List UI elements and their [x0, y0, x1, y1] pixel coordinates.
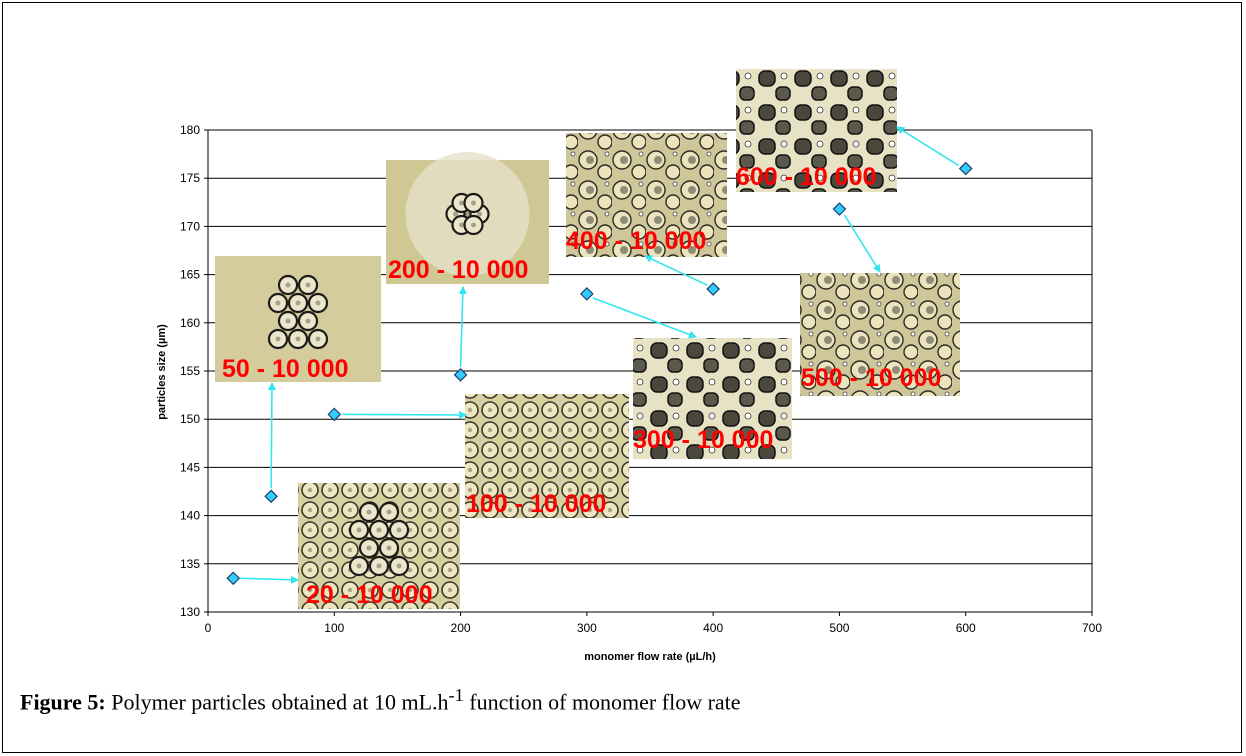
particle-core: [471, 222, 476, 228]
particle-core: [459, 200, 464, 206]
y-tick-label: 150: [180, 412, 200, 426]
scatter-chart: 130 135 140 145 150 155 160 165 170 175 180 0 100 200…: [156, 69, 1102, 663]
data-point: [453, 368, 468, 382]
particle-core: [471, 200, 476, 206]
particle-core: [356, 527, 362, 533]
image-label: 400 - 10 000: [566, 227, 706, 255]
y-tick-label: 140: [180, 509, 200, 523]
image-label: 20 - 10 000: [306, 581, 433, 609]
micrograph-inset: 50 - 10 000: [215, 256, 381, 383]
particle-core: [396, 527, 402, 533]
micrograph-inset: 300 - 10 000: [633, 338, 792, 459]
micrograph-image: [298, 483, 460, 609]
particle-core: [477, 211, 482, 217]
caption-text: Polymer particles obtained at 10 mL.h: [111, 689, 449, 715]
data-point: [327, 407, 342, 422]
y-tick-label: 160: [180, 316, 200, 330]
connector-arrow: [896, 126, 960, 167]
x-tick-label: 500: [829, 621, 849, 635]
particle-core: [315, 300, 321, 306]
particle-core: [396, 563, 402, 569]
particle-core: [376, 527, 382, 533]
particle-core: [366, 509, 372, 515]
caption-text-end: function of monomer flow rate: [463, 689, 741, 715]
connector-arrow: [592, 297, 697, 339]
image-label: 50 - 10 000: [222, 355, 349, 383]
particle-core: [285, 318, 291, 324]
connector-arrow: [240, 575, 299, 584]
connector-arrow: [267, 382, 276, 489]
x-tick-label: 400: [703, 621, 723, 635]
particle-core: [285, 282, 291, 288]
data-point: [958, 161, 973, 176]
data-point: [580, 287, 594, 301]
micrograph-image: [566, 133, 727, 257]
x-axis-title: monomer flow rate (µL/h): [584, 651, 716, 663]
y-tick-label: 180: [180, 123, 200, 137]
y-tick-label: 130: [180, 605, 200, 619]
particle-core: [275, 336, 281, 342]
y-tick-label: 175: [180, 171, 200, 185]
micrograph-image: [215, 256, 381, 382]
x-tick-label: 600: [956, 621, 976, 635]
data-point: [706, 282, 720, 296]
micrograph-image: [800, 273, 960, 396]
micrograph-inset: 200 - 10 000: [386, 152, 549, 284]
particle-core: [386, 545, 392, 551]
y-tick-label: 165: [180, 268, 200, 282]
micrograph-inset: 600 - 10 000: [736, 69, 897, 192]
particle-core: [305, 282, 311, 288]
micrograph-inset: 100 - 10 000: [465, 394, 629, 518]
connector-arrow: [342, 410, 467, 419]
y-tick-label: 145: [180, 460, 200, 474]
photo-layer: 20 - 10 000 50 - 10 000 100 - 10 000 200 - …: [215, 69, 960, 609]
particle-core: [356, 563, 362, 569]
x-tick-label: 700: [1082, 621, 1102, 635]
particle-core: [453, 211, 458, 217]
arrow-layer: [240, 126, 960, 584]
point-layer: [226, 161, 973, 586]
micrograph-image: [633, 338, 792, 459]
x-tick-label: 200: [451, 621, 471, 635]
connector-arrow: [644, 255, 708, 286]
x-tick-label: 0: [205, 621, 212, 635]
x-tick-label: 300: [577, 621, 597, 635]
y-axis-title: particles size (µm): [156, 324, 168, 420]
particle-core: [366, 545, 372, 551]
micrograph-image: [465, 394, 629, 518]
image-label: 600 - 10 000: [736, 163, 876, 191]
image-label: 300 - 10 000: [633, 426, 773, 454]
image-label: 100 - 10 000: [466, 490, 606, 518]
connector-arrow: [458, 286, 467, 367]
caption-label: Figure 5:: [20, 689, 106, 715]
x-tick-label: 100: [324, 621, 344, 635]
particle-core: [459, 222, 464, 228]
micrograph-image: [736, 69, 897, 192]
figure-caption: Figure 5: Polymer particles obtained at …: [20, 685, 741, 715]
particle-core: [465, 211, 470, 217]
caption-superscript: -1: [448, 685, 464, 705]
data-point: [226, 571, 241, 586]
axis-layer: 130 135 140 145 150 155 160 165 170 175 180 0 100 200…: [180, 123, 1102, 635]
particle-core: [295, 336, 301, 342]
y-tick-label: 135: [180, 557, 200, 571]
image-label: 200 - 10 000: [388, 256, 528, 284]
particle-core: [315, 336, 321, 342]
connector-arrow: [843, 214, 881, 273]
particle-core: [386, 509, 392, 515]
y-tick-label: 155: [180, 364, 200, 378]
particle-core: [376, 563, 382, 569]
data-point: [832, 202, 847, 216]
micrograph-inset: 400 - 10 000: [566, 133, 727, 257]
particle-core: [275, 300, 281, 306]
particle-core: [305, 318, 311, 324]
image-label: 500 - 10 000: [801, 364, 941, 392]
micrograph-inset: 20 - 10 000: [298, 483, 460, 609]
particle-core: [295, 300, 301, 306]
data-point: [264, 489, 278, 504]
y-tick-label: 170: [180, 219, 200, 233]
micrograph-inset: 500 - 10 000: [800, 273, 960, 396]
